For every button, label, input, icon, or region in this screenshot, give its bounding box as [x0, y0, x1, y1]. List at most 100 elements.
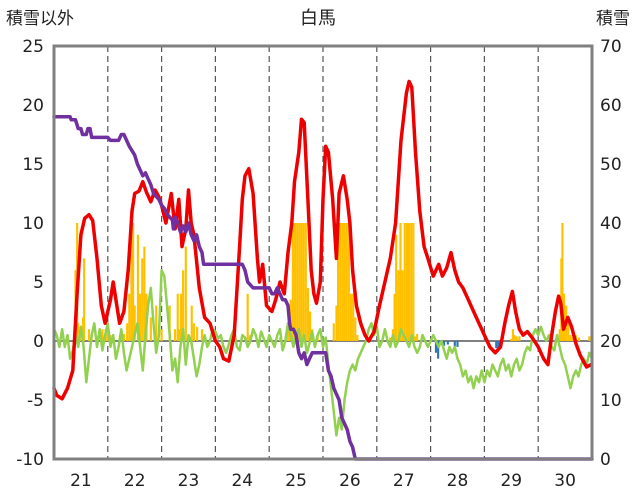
temperature-line — [52, 79, 593, 401]
left-tick-label: 10 — [22, 214, 44, 234]
precip-bar — [278, 337, 282, 341]
precip-bar — [395, 234, 398, 341]
precip-bar — [399, 223, 402, 341]
precip-bar — [401, 270, 404, 341]
left-tick-label: -10 — [16, 450, 44, 470]
precip-bar — [192, 323, 195, 341]
x-tick-label: 28 — [447, 471, 469, 491]
precip_negative-bar — [497, 341, 500, 349]
precip-bar — [341, 223, 344, 341]
precip-bar — [136, 234, 140, 341]
precip_negative-bar — [442, 341, 446, 346]
precip-bar — [298, 223, 301, 341]
precip_negative-bar — [446, 341, 449, 345]
precip-bar — [343, 223, 346, 341]
x-tick-label: 23 — [178, 471, 200, 491]
precip-bar — [132, 223, 135, 341]
precip-bar — [408, 223, 411, 341]
precip-bar — [561, 223, 564, 341]
precip-bar — [414, 336, 417, 341]
precip_negative-bar — [453, 341, 456, 347]
precip_negative-bar — [437, 341, 440, 359]
precip-bar — [77, 323, 80, 341]
day-gridlines — [107, 46, 539, 459]
right-axis-title: 積雪 — [596, 9, 630, 29]
precip-bar — [405, 223, 409, 341]
precip-bar — [511, 329, 514, 341]
precip-bar — [300, 223, 303, 341]
series-lines — [52, 79, 594, 461]
right-tick-label: 0 — [600, 450, 611, 470]
left-tick-label: 5 — [33, 273, 44, 293]
precip-bar — [176, 293, 179, 341]
right-tick-label: 60 — [600, 96, 622, 116]
precip-bar — [354, 317, 357, 341]
precip-bar — [518, 336, 521, 341]
precip_negative-bar — [495, 341, 498, 349]
x-tick-label: 22 — [124, 471, 146, 491]
precip-bar — [291, 223, 294, 341]
precip-bar — [567, 323, 570, 341]
precip-bar — [149, 317, 152, 341]
right-tick-label: 40 — [600, 214, 622, 234]
precip_negative-bar — [434, 341, 438, 353]
precip-bar — [393, 293, 396, 341]
right-tick-label: 20 — [600, 332, 622, 352]
other_line-line — [52, 268, 594, 437]
precip-bar — [569, 335, 572, 341]
precip-bar — [139, 293, 142, 341]
left-tick-label: -5 — [27, 391, 44, 411]
precip-bar — [347, 223, 350, 341]
precip-bar — [345, 223, 348, 341]
x-tick-label: 27 — [393, 471, 415, 491]
precip-bar — [571, 337, 574, 341]
right-tick-label: 50 — [600, 155, 622, 175]
snow_depth-line — [52, 115, 594, 461]
plot-frame — [52, 44, 594, 461]
precip-bar — [143, 246, 146, 341]
precip_negative-bar — [456, 341, 459, 347]
precip-bar — [304, 223, 307, 341]
precip-bar — [336, 223, 340, 341]
precip-bar — [349, 293, 353, 341]
x-tick-label: 29 — [500, 471, 522, 491]
precip-bar — [306, 287, 310, 341]
precip-bar — [588, 336, 591, 341]
precip-bar — [389, 337, 392, 341]
precip-bar — [510, 338, 513, 341]
precip-bar — [173, 329, 177, 341]
precip-bar — [87, 329, 91, 341]
precip-bar — [133, 305, 136, 341]
x-tick-label: 25 — [285, 471, 307, 491]
precip-bar — [190, 305, 193, 341]
precip-bar — [416, 333, 419, 341]
precip-bar — [339, 223, 342, 341]
precip-bar — [160, 329, 163, 341]
precip-bar — [106, 331, 109, 341]
precip-bar — [182, 270, 185, 341]
precip-bar — [122, 333, 126, 341]
precip-bar — [296, 223, 299, 341]
precip-bar — [286, 329, 290, 341]
precip-bar — [179, 293, 183, 341]
precip-bar — [101, 329, 104, 341]
left-tick-label: 25 — [22, 37, 44, 57]
precip-bar — [352, 293, 355, 341]
x-tick-label: 30 — [554, 471, 576, 491]
precip-bar — [558, 329, 561, 341]
precip-bar — [397, 270, 400, 341]
x-tick-label: 21 — [70, 471, 92, 491]
precip-bar — [130, 234, 133, 341]
precip-bar — [141, 258, 144, 341]
precip-bar — [155, 305, 158, 341]
precip-bar — [356, 335, 359, 341]
precip-bar — [178, 329, 181, 341]
left-tick-label: 20 — [22, 96, 44, 116]
precip-bar — [335, 305, 338, 341]
right-tick-label: 70 — [600, 37, 622, 57]
precip-bar — [83, 258, 86, 341]
left-tick-label: 0 — [33, 332, 44, 352]
precip-bar — [309, 311, 312, 341]
